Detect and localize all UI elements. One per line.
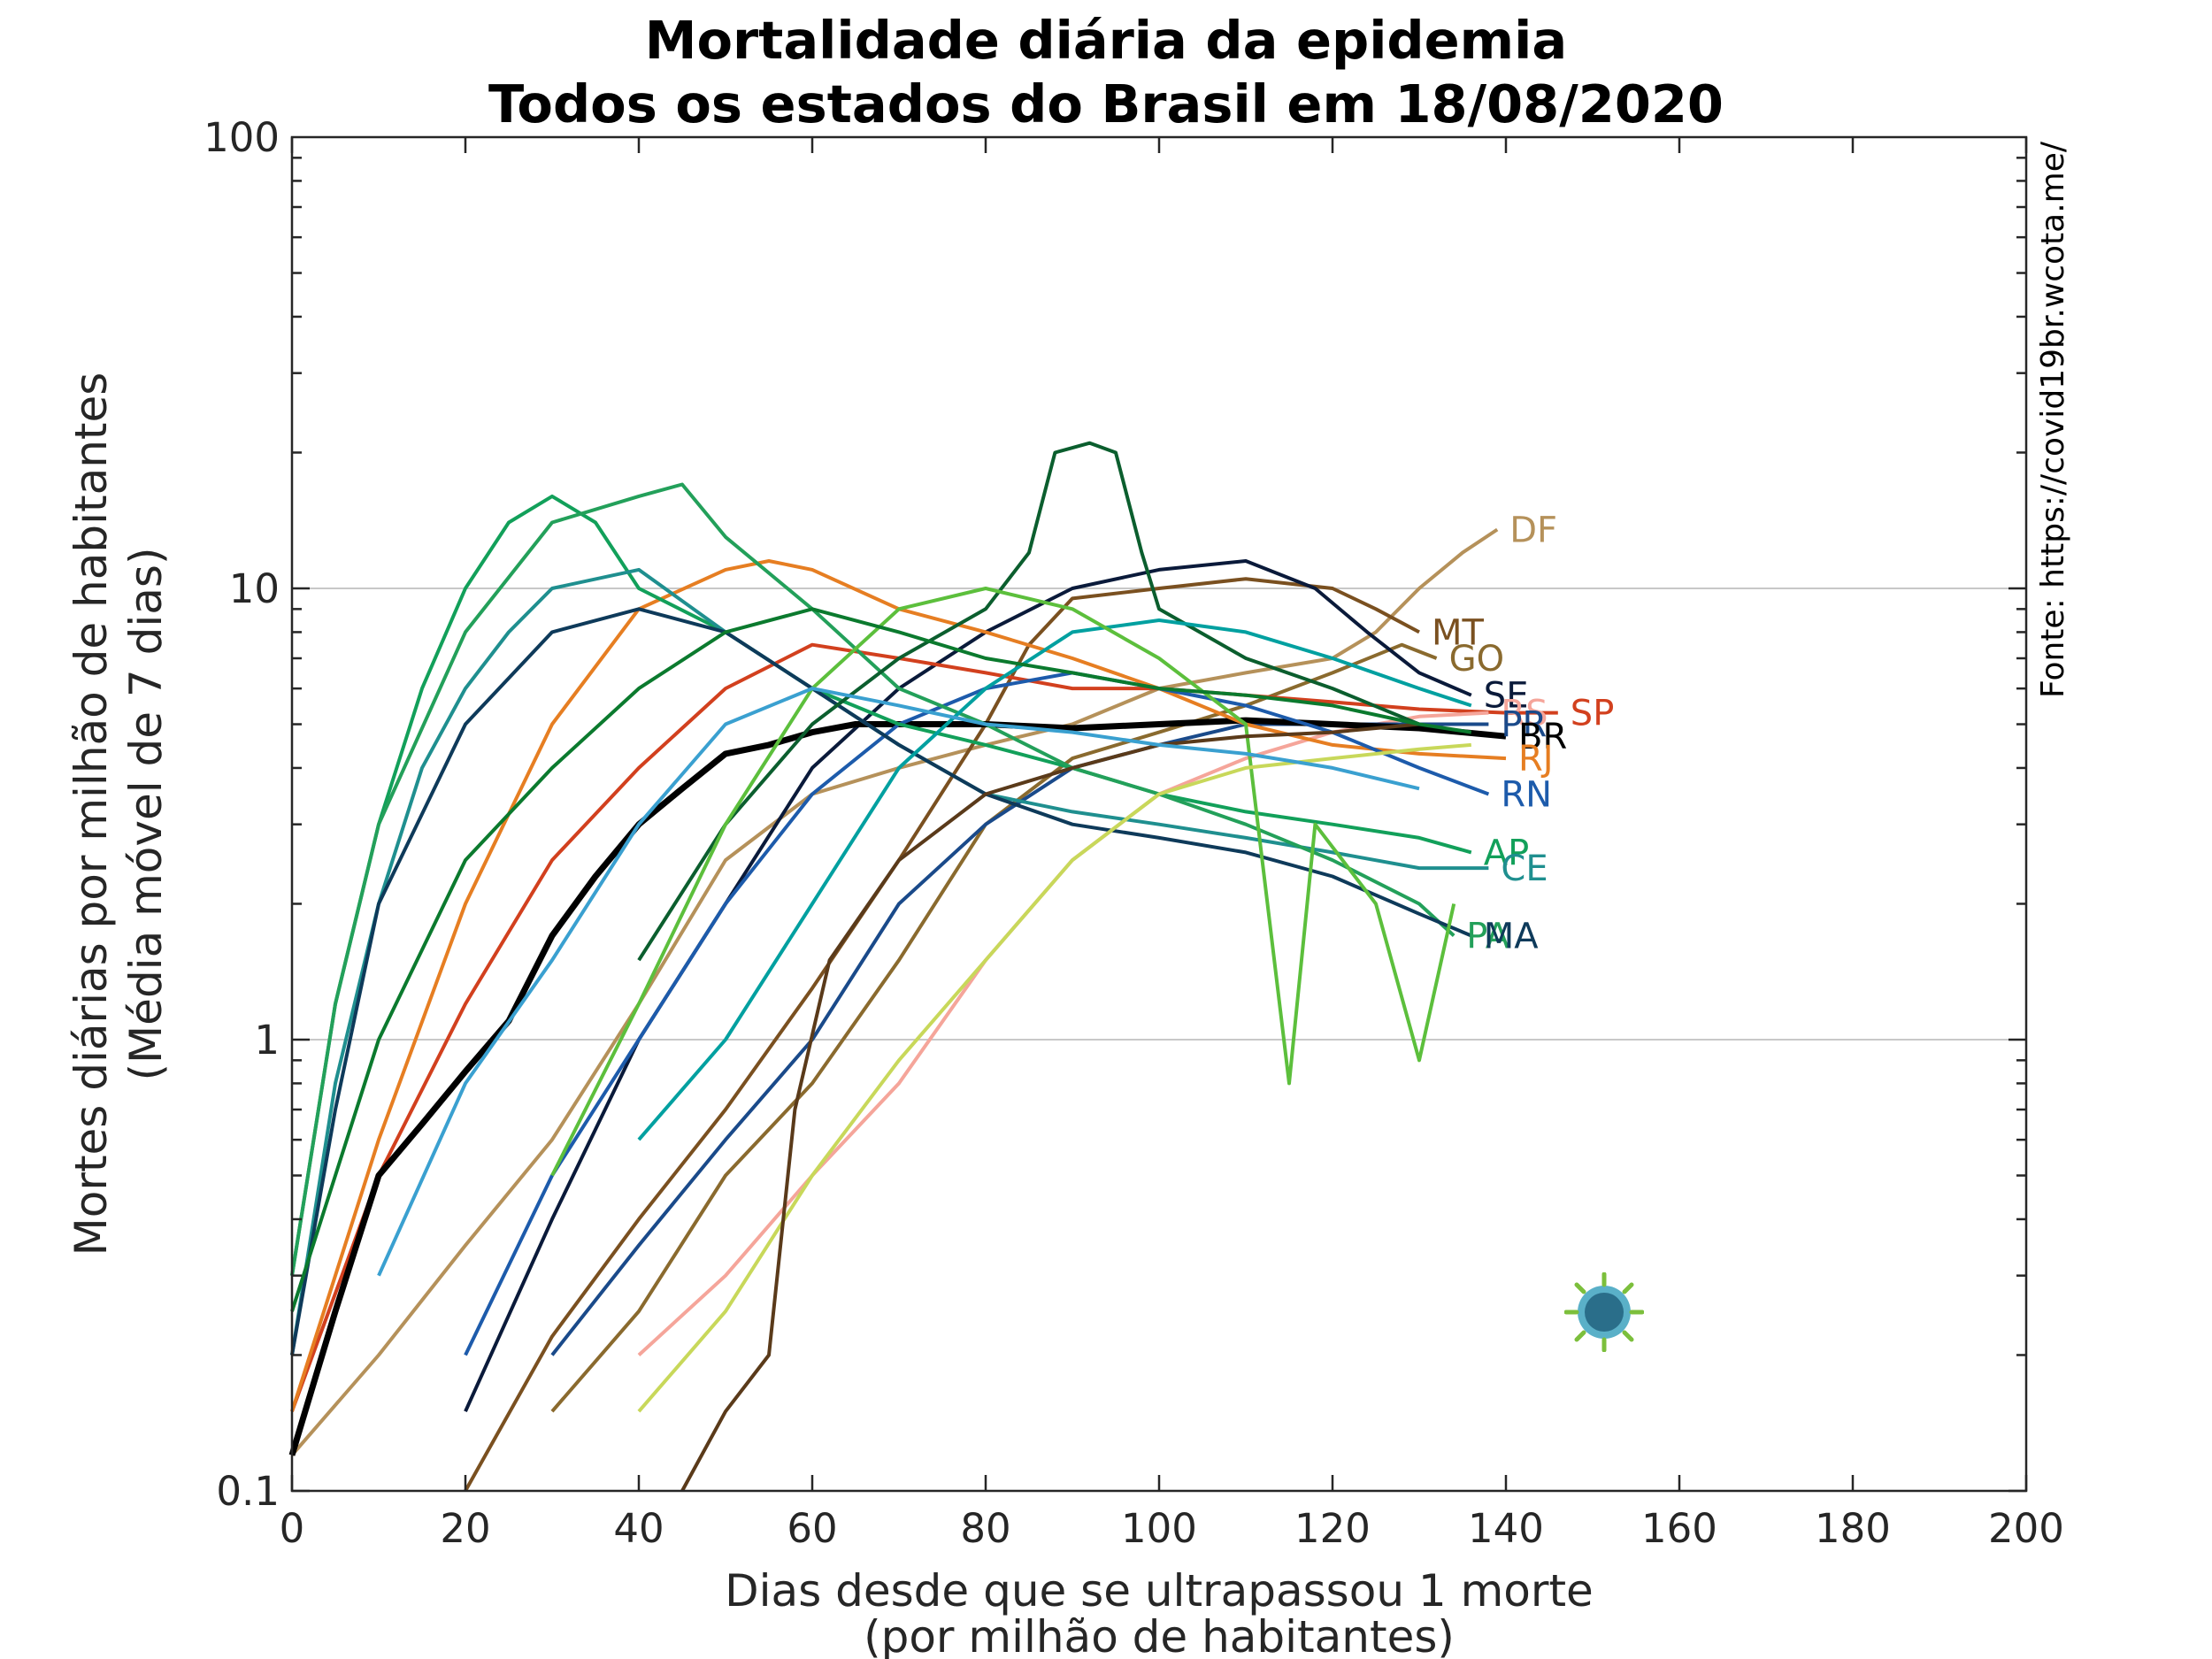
series-line-br bbox=[288, 717, 1507, 1456]
series-label-ce: CE bbox=[1501, 849, 1548, 889]
series-line-pa bbox=[290, 482, 1455, 1277]
y-tick-label: 0.1 bbox=[216, 1468, 280, 1515]
series-label-br: BR bbox=[1518, 717, 1567, 757]
series-line-rn bbox=[464, 671, 1490, 1356]
x-axis-subtitle: (por milhão de habitantes) bbox=[864, 1611, 1455, 1659]
series-label-pa: PA bbox=[1466, 916, 1510, 956]
series-line bbox=[290, 607, 1472, 1312]
x-tick-label: 100 bbox=[1121, 1505, 1197, 1552]
series-label-mt: MT bbox=[1432, 612, 1485, 653]
x-tick-label: 80 bbox=[960, 1505, 1010, 1552]
chart-title: Mortalidade diária da epidemia bbox=[644, 10, 1568, 71]
x-tick-label: 20 bbox=[440, 1505, 490, 1552]
series-layer bbox=[288, 441, 1558, 1492]
y-tick-label: 10 bbox=[229, 565, 280, 612]
series-label-sp: SP bbox=[1571, 694, 1615, 734]
x-tick-label: 120 bbox=[1294, 1505, 1371, 1552]
series-label-go: GO bbox=[1449, 639, 1504, 680]
x-tick-label: 60 bbox=[787, 1505, 837, 1552]
series-label-df: DF bbox=[1509, 511, 1557, 551]
gridlines bbox=[292, 588, 2026, 1041]
y-axis-title: Mortes diárias por milhão de habitantes bbox=[65, 373, 117, 1256]
axis-ticks: 0 20 40 60 80 100 120 140 160 180 200 0.1 1 10 100 bbox=[204, 114, 2064, 1552]
x-axis-title: Dias desde que se ultrapassou 1 morte bbox=[725, 1565, 1594, 1617]
series-line bbox=[550, 587, 1456, 1177]
series-line-ma bbox=[290, 607, 1472, 1356]
y-tick-label: 1 bbox=[254, 1017, 280, 1064]
x-tick-label: 40 bbox=[613, 1505, 664, 1552]
y-tick-label: 100 bbox=[204, 114, 280, 161]
x-tick-label: 180 bbox=[1815, 1505, 1891, 1552]
source-note: Fonte: https://covid19br.wcota.me/ bbox=[2035, 141, 2071, 698]
series-line bbox=[680, 722, 1420, 1492]
series-line bbox=[637, 618, 1472, 1141]
series-label-rn: RN bbox=[1501, 775, 1552, 816]
covid19-observatorio-logo bbox=[1460, 1256, 1991, 1442]
series-label-rj: RJ bbox=[1518, 739, 1554, 780]
series-line-go bbox=[550, 642, 1438, 1413]
virus-icon bbox=[1564, 1272, 1644, 1352]
series-label-pr: PR bbox=[1501, 705, 1547, 746]
x-tick-label: 140 bbox=[1468, 1505, 1544, 1552]
x-tick-label: 200 bbox=[1988, 1505, 2064, 1552]
y-axis-subtitle: (Média móvel de 7 dias) bbox=[120, 548, 172, 1081]
series-label-rs: RS bbox=[1501, 694, 1548, 734]
series-label-se: SE bbox=[1484, 676, 1529, 717]
x-tick-label: 160 bbox=[1641, 1505, 1717, 1552]
series-line bbox=[637, 441, 1420, 962]
series-label-ma: MA bbox=[1484, 916, 1540, 956]
series-line bbox=[377, 687, 1420, 1277]
x-tick-label: 0 bbox=[280, 1505, 305, 1552]
series-label-ap: AP bbox=[1484, 833, 1529, 873]
chart-subtitle: Todos os estados do Brasil em 18/08/2020 bbox=[488, 73, 1724, 134]
